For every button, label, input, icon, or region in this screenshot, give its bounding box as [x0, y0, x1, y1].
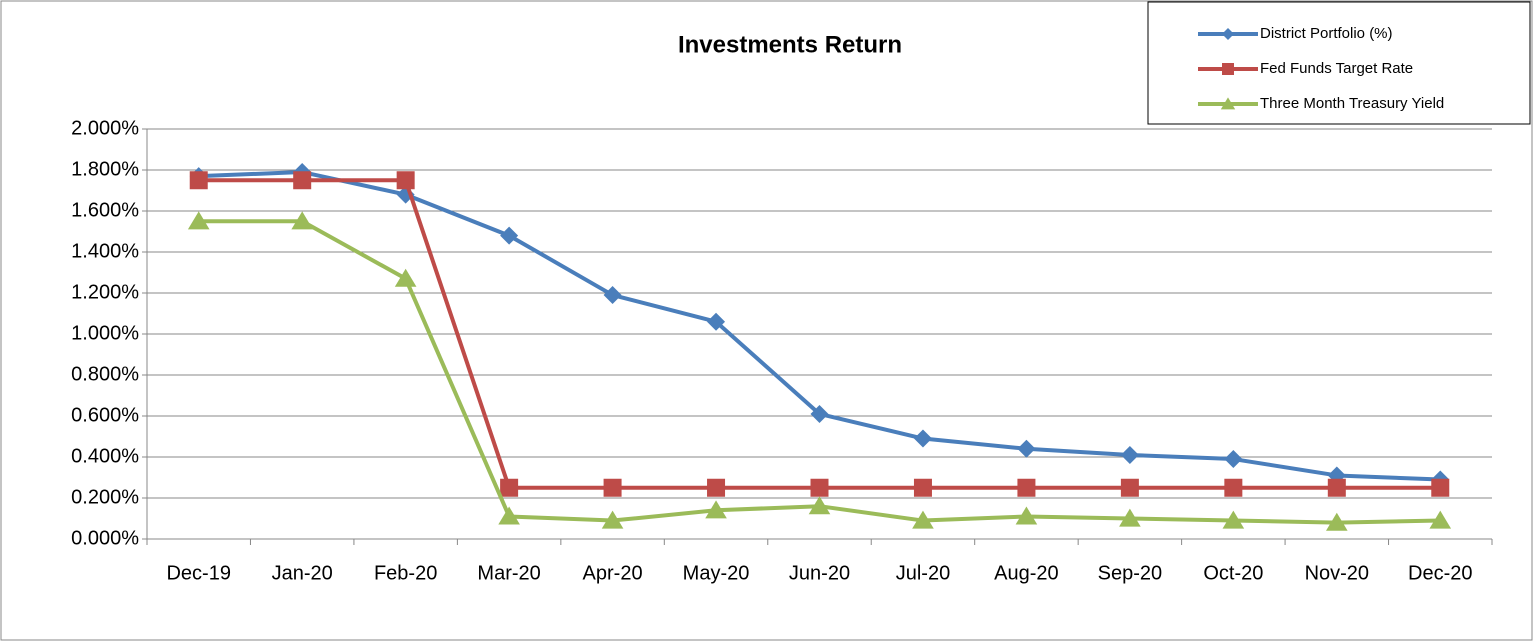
marker	[189, 171, 208, 190]
marker	[1222, 28, 1234, 40]
y-tick-label: 0.600%	[71, 404, 139, 426]
y-tick-label: 0.200%	[71, 486, 139, 508]
x-tick-label: Dec-19	[166, 562, 230, 584]
marker	[1224, 478, 1243, 497]
y-tick-label: 1.800%	[71, 158, 139, 180]
x-tick-label: Apr-20	[583, 562, 643, 584]
marker	[707, 478, 726, 497]
marker	[1431, 478, 1450, 497]
x-tick-label: Oct-20	[1203, 562, 1263, 584]
marker	[810, 404, 829, 423]
marker	[810, 478, 829, 497]
x-tick-label: Dec-20	[1408, 562, 1472, 584]
marker	[1120, 478, 1139, 497]
marker	[913, 478, 932, 497]
legend-label: Fed Funds Target Rate	[1260, 60, 1413, 77]
marker	[912, 510, 934, 529]
marker	[705, 500, 727, 519]
marker	[1017, 439, 1036, 458]
x-tick-label: Aug-20	[994, 562, 1059, 584]
marker	[187, 211, 210, 230]
marker	[1119, 508, 1141, 527]
y-tick-label: 1.600%	[71, 199, 139, 221]
marker	[1326, 512, 1348, 531]
y-tick-label: 0.400%	[71, 445, 139, 467]
marker	[1429, 510, 1452, 529]
y-tick-label: 2.000%	[71, 117, 139, 139]
marker	[1017, 478, 1036, 497]
marker	[1220, 97, 1236, 110]
marker	[1327, 478, 1346, 497]
marker	[396, 171, 415, 190]
marker	[913, 429, 932, 448]
x-tick-label: Sep-20	[1098, 562, 1163, 584]
marker	[707, 312, 726, 331]
y-tick-label: 1.400%	[71, 240, 139, 262]
marker	[293, 171, 312, 190]
marker	[1015, 506, 1038, 525]
marker	[603, 478, 622, 497]
x-tick-label: Nov-20	[1305, 562, 1369, 584]
x-tick-label: Feb-20	[374, 562, 437, 584]
marker	[498, 506, 520, 525]
marker	[808, 496, 831, 515]
x-tick-label: Jun-20	[789, 562, 850, 584]
x-tick-label: May-20	[683, 562, 750, 584]
marker	[1222, 63, 1234, 75]
x-tick-label: Mar-20	[477, 562, 540, 584]
marker	[601, 510, 624, 529]
marker	[1120, 445, 1139, 464]
y-tick-label: 1.200%	[71, 281, 139, 303]
legend-label: District Portfolio (%)	[1260, 25, 1393, 42]
marker	[394, 268, 417, 287]
marker	[291, 211, 313, 230]
marker	[500, 478, 519, 497]
marker	[500, 226, 519, 245]
legend-label: Three Month Treasury Yield	[1260, 95, 1444, 112]
y-tick-label: 1.000%	[71, 322, 139, 344]
chart-title: Investments Return	[678, 31, 902, 58]
x-tick-label: Jan-20	[272, 562, 333, 584]
marker	[603, 286, 622, 305]
y-tick-label: 0.800%	[71, 363, 139, 385]
x-tick-label: Jul-20	[896, 562, 950, 584]
y-tick-label: 0.000%	[71, 527, 139, 549]
marker	[1222, 510, 1245, 529]
marker	[1224, 450, 1243, 469]
